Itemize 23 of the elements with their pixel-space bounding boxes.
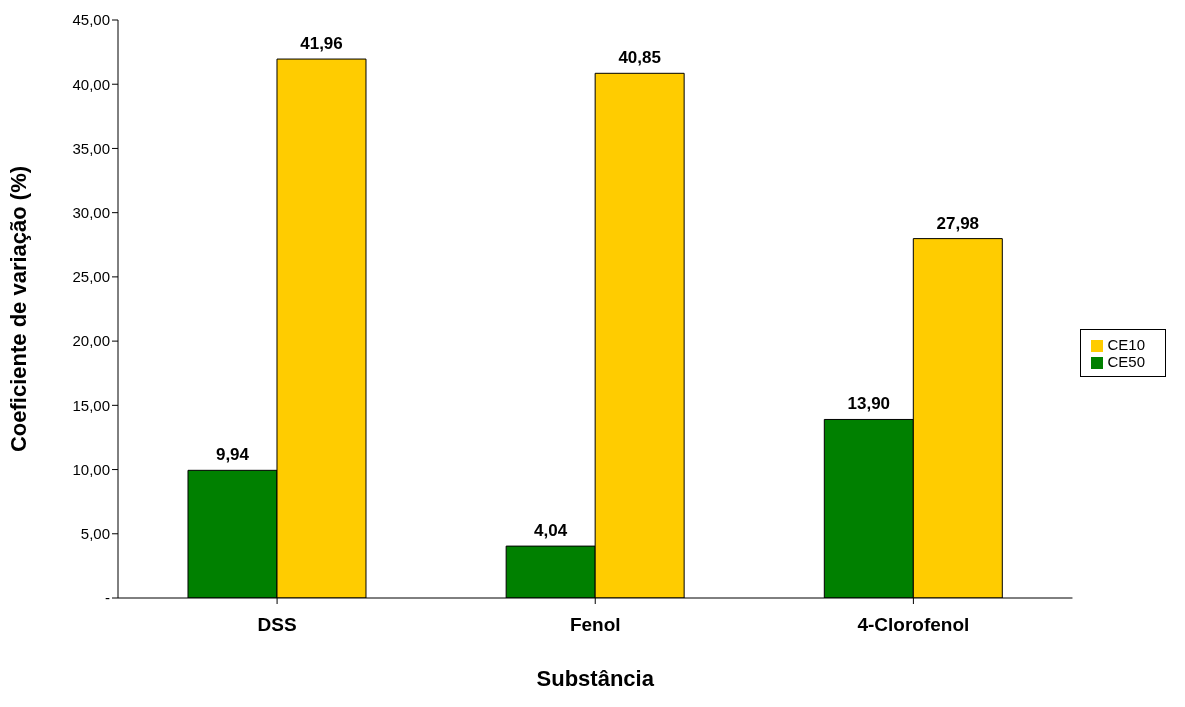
y-axis-title: Coeficiente de variação (%) xyxy=(5,165,31,453)
x-axis-title: Substância xyxy=(536,666,655,691)
legend-label: CE10 xyxy=(1107,336,1145,353)
data-label: 13,90 xyxy=(847,394,891,414)
y-tick-label: 20,00 xyxy=(72,332,110,350)
y-tick-label: 5,00 xyxy=(80,525,110,543)
data-label: 41,96 xyxy=(300,34,343,54)
data-label: 40,85 xyxy=(618,48,661,68)
x-tick-label: DSS xyxy=(257,614,297,636)
y-tick-label: 15,00 xyxy=(72,396,110,414)
y-tick-label: 30,00 xyxy=(72,203,110,221)
data-label: 27,98 xyxy=(936,213,980,233)
legend-label: CE50 xyxy=(1107,353,1145,370)
x-tick-label: 4-Clorofenol xyxy=(857,614,970,636)
y-tick-label: 40,00 xyxy=(72,75,110,93)
x-tick-label: Fenol xyxy=(569,614,621,636)
y-tick-label: - xyxy=(105,589,110,607)
data-label: 9,94 xyxy=(215,445,250,465)
data-label: 4,04 xyxy=(534,521,568,541)
y-tick-label: 35,00 xyxy=(72,139,110,157)
y-tick-label: 45,00 xyxy=(72,11,110,29)
y-tick-label: 10,00 xyxy=(72,460,110,478)
y-tick-label: 25,00 xyxy=(72,268,110,286)
